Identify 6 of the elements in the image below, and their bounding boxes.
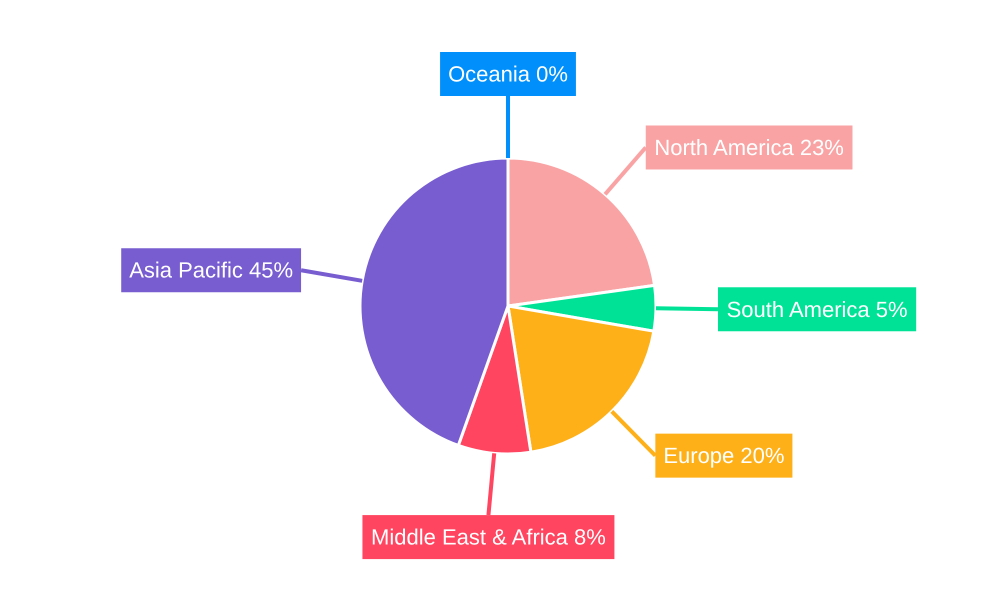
slice-label: Europe 20% xyxy=(663,443,784,468)
slice-label: Middle East & Africa 8% xyxy=(371,524,606,550)
slice-label: South America 5% xyxy=(726,296,908,322)
slice-label: North America 23% xyxy=(654,134,844,160)
slice-label: Asia Pacific 45% xyxy=(129,258,294,283)
category-label: Oceania 0% xyxy=(448,62,568,86)
